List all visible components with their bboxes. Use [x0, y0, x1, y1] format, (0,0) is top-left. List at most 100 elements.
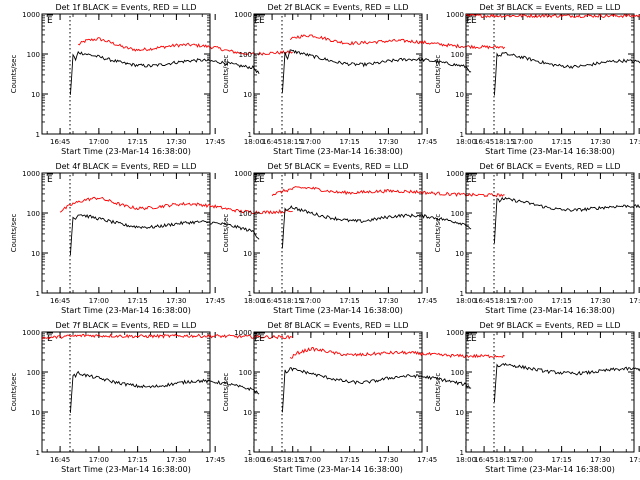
- plot-frame: [41, 13, 211, 135]
- y-axis-label: Counts/sec: [222, 55, 230, 94]
- series-lld-line: [465, 13, 640, 19]
- x-tick-label: 17:45: [629, 138, 640, 146]
- y-axis-label: Counts/sec: [10, 55, 18, 94]
- x-tick-label: 17:30: [166, 138, 186, 146]
- x-tick-label: 18:15: [495, 138, 515, 146]
- series-lld-line: [289, 347, 505, 359]
- x-tick-label: 17:00: [89, 138, 109, 146]
- plot-frame: [465, 13, 635, 135]
- panel-title: Det 7f BLACK = Events, RED = LLD: [55, 321, 196, 330]
- detector-panel: Det 8f BLACK = Events, RED = LLD 1 10 100 10…: [222, 321, 515, 474]
- x-tick-label: 17:15: [128, 297, 148, 305]
- y-axis-label: Counts/sec: [434, 214, 442, 253]
- x-tick-label: 17:45: [629, 297, 640, 305]
- y-tick-label: 100: [239, 369, 252, 377]
- y-axis-label: Counts/sec: [222, 214, 230, 253]
- x-tick-label: 17:15: [552, 297, 572, 305]
- x-tick-label: 18:15: [283, 456, 303, 464]
- y-tick-label: 100: [27, 51, 40, 59]
- x-tick-label: 18:15: [283, 138, 303, 146]
- x-tick-label: 17:30: [590, 297, 610, 305]
- detector-panel: Det 3f BLACK = Events, RED = LLD 1 10 100 10…: [434, 3, 640, 156]
- x-tick-label: 16:45: [50, 138, 70, 146]
- y-tick-label: 1000: [446, 11, 464, 19]
- flag-marker-label: E: [471, 334, 477, 344]
- y-tick-label: 1000: [234, 170, 252, 178]
- x-tick-label: 17:15: [340, 456, 360, 464]
- x-tick-label: 17:15: [340, 297, 360, 305]
- x-tick-label: 17:30: [378, 456, 398, 464]
- y-tick-label: 1: [36, 449, 40, 457]
- x-tick-label: 17:15: [128, 456, 148, 464]
- x-tick-label: 17:00: [301, 138, 321, 146]
- plot-frame: [253, 172, 423, 294]
- series-events-line: [69, 370, 260, 413]
- y-axis-label: Counts/sec: [222, 373, 230, 412]
- flag-marker-label: E: [466, 16, 472, 26]
- y-tick-label: 100: [239, 51, 252, 59]
- plot-frame: [41, 331, 211, 453]
- flag-marker-label: E: [47, 175, 53, 185]
- x-tick-label: 16:45: [474, 456, 494, 464]
- x-tick-label: 18:00: [456, 456, 476, 464]
- series-events-line: [69, 214, 260, 256]
- flag-marker-label: E: [466, 334, 472, 344]
- y-tick-label: 1000: [234, 329, 252, 337]
- x-tick-label: 17:45: [417, 297, 437, 305]
- x-tick-label: 18:00: [456, 297, 476, 305]
- x-tick-label: 17:15: [340, 138, 360, 146]
- y-tick-label: 10: [455, 409, 464, 417]
- y-tick-label: 1000: [22, 11, 40, 19]
- y-tick-label: 1: [460, 290, 464, 298]
- flag-marker-label: E: [471, 175, 477, 185]
- x-tick-label: 17:30: [590, 456, 610, 464]
- x-axis-label: Start Time (23-Mar-14 16:38:00): [61, 465, 191, 474]
- detector-panel: Det 7f BLACK = Events, RED = LLD 1 10 100 10…: [10, 321, 303, 474]
- panel-title: Det 4f BLACK = Events, RED = LLD: [55, 162, 196, 171]
- series-lld-line: [271, 186, 505, 198]
- panel-title: Det 5f BLACK = Events, RED = LLD: [267, 162, 408, 171]
- panel-title: Det 6f BLACK = Events, RED = LLD: [479, 162, 620, 171]
- plot-frame: [253, 13, 423, 135]
- x-tick-label: 17:00: [513, 138, 533, 146]
- plot-frame: [41, 172, 211, 294]
- y-tick-label: 10: [31, 409, 40, 417]
- y-axis-label: Counts/sec: [434, 373, 442, 412]
- x-tick-label: 17:45: [205, 138, 225, 146]
- flag-marker-label: E: [254, 334, 260, 344]
- series-lld-line: [41, 333, 293, 340]
- x-tick-label: 18:15: [495, 297, 515, 305]
- x-tick-label: 17:30: [590, 138, 610, 146]
- detector-panel: Det 4f BLACK = Events, RED = LLD 1 10 100 10…: [10, 162, 303, 315]
- y-tick-label: 100: [27, 369, 40, 377]
- y-tick-label: 10: [31, 250, 40, 258]
- panel-title: Det 1f BLACK = Events, RED = LLD: [55, 3, 196, 12]
- x-tick-label: 17:30: [166, 297, 186, 305]
- plot-frame: [253, 331, 423, 453]
- flag-marker-label: E: [259, 334, 265, 344]
- y-tick-label: 10: [455, 250, 464, 258]
- detector-panel: Det 9f BLACK = Events, RED = LLD 1 10 100 10…: [434, 321, 640, 474]
- y-tick-label: 1: [36, 290, 40, 298]
- detector-panel: Det 1f BLACK = Events, RED = LLD 1 10 100 10…: [10, 3, 303, 156]
- flag-marker-label: E: [259, 16, 265, 26]
- y-tick-label: 1000: [22, 170, 40, 178]
- x-tick-label: 17:45: [417, 138, 437, 146]
- flag-marker-label: E: [466, 175, 472, 185]
- flag-marker-label: E: [47, 334, 53, 344]
- series-events-line: [493, 196, 640, 244]
- x-axis-label: Start Time (23-Mar-14 16:38:00): [273, 147, 403, 156]
- detector-panel: Det 6f BLACK = Events, RED = LLD 1 10 100 10…: [434, 162, 640, 315]
- x-tick-label: 17:45: [205, 297, 225, 305]
- x-axis-label: Start Time (23-Mar-14 16:38:00): [61, 306, 191, 315]
- y-tick-label: 1: [248, 449, 252, 457]
- x-tick-label: 17:00: [513, 456, 533, 464]
- flag-marker-label: E: [471, 16, 477, 26]
- y-tick-label: 100: [451, 210, 464, 218]
- x-tick-label: 16:45: [262, 456, 282, 464]
- y-tick-label: 100: [451, 369, 464, 377]
- x-tick-label: 17:00: [301, 456, 321, 464]
- detector-panel: Det 5f BLACK = Events, RED = LLD 1 10 100 10…: [222, 162, 515, 315]
- plot-frame: [465, 331, 635, 453]
- x-tick-label: 17:45: [629, 456, 640, 464]
